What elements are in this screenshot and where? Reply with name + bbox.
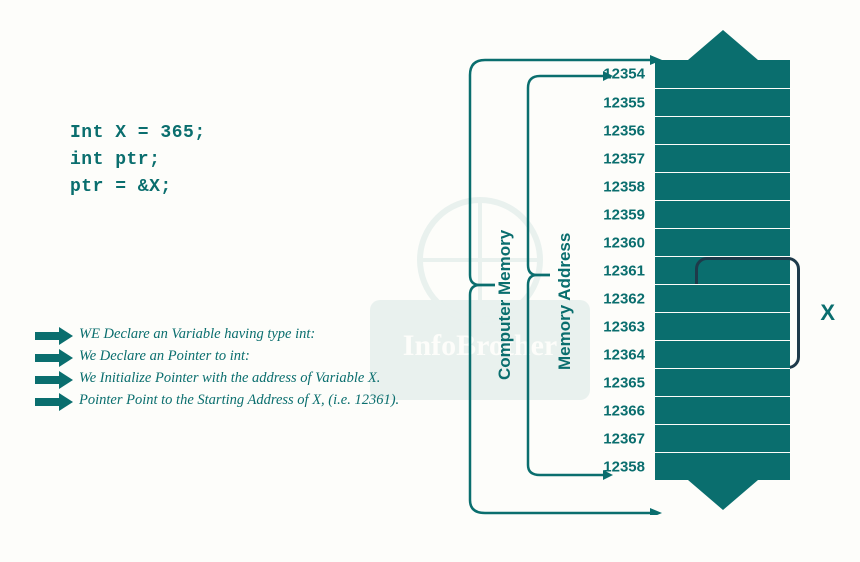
note-row: Pointer Point to the Starting Address of… (35, 391, 435, 411)
memory-cells: 1235412355123561235712358123591236012361… (655, 60, 790, 480)
stack-arrow-down-icon (688, 480, 758, 510)
memory-cell: 12362 (655, 284, 790, 312)
code-line-2: int ptr; (70, 147, 206, 174)
memory-cell: 12356 (655, 116, 790, 144)
address-label: 12361 (603, 262, 645, 279)
address-label: 12359 (603, 206, 645, 223)
address-label: 12364 (603, 346, 645, 363)
note-row: We Initialize Pointer with the address o… (35, 369, 435, 389)
label-memory-address: Memory Address (555, 233, 575, 370)
memory-cell: 12361365 (655, 256, 790, 284)
address-label: 12362 (603, 290, 645, 307)
code-block: Int X = 365; int ptr; ptr = &X; (70, 120, 206, 201)
address-label: 12357 (603, 150, 645, 167)
address-label: 12367 (603, 430, 645, 447)
note-text: We Initialize Pointer with the address o… (79, 369, 380, 389)
address-label: 12355 (603, 94, 645, 111)
memory-cell: 12365 (655, 368, 790, 396)
arrow-icon (35, 393, 73, 411)
note-text: We Declare an Pointer to int: (79, 347, 250, 367)
memory-cell: 12355 (655, 88, 790, 116)
memory-stack: 1235412355123561235712358123591236012361… (655, 30, 790, 510)
notes-list: WE Declare an Variable having type int: … (35, 325, 435, 413)
address-label: 12358 (603, 458, 645, 475)
address-label: 12354 (603, 66, 645, 83)
memory-cell: 12358 (655, 172, 790, 200)
memory-cell: 12363 (655, 312, 790, 340)
note-text: WE Declare an Variable having type int: (79, 325, 315, 345)
address-label: 12360 (603, 234, 645, 251)
memory-cell: 12354 (655, 60, 790, 88)
memory-cell: 12357 (655, 144, 790, 172)
arrow-icon (35, 371, 73, 389)
code-line-3: ptr = &X; (70, 174, 206, 201)
address-label: 12365 (603, 374, 645, 391)
note-row: WE Declare an Variable having type int: (35, 325, 435, 345)
address-label: 12356 (603, 122, 645, 139)
note-row: We Declare an Pointer to int: (35, 347, 435, 367)
memory-cell: 12366 (655, 396, 790, 424)
code-line-1: Int X = 365; (70, 120, 206, 147)
stack-arrow-up-icon (688, 30, 758, 60)
memory-cell: 12364 (655, 340, 790, 368)
address-label: 12363 (603, 318, 645, 335)
arrow-icon (35, 349, 73, 367)
address-label: 12366 (603, 402, 645, 419)
variable-name-label: X (820, 300, 835, 326)
memory-cell: 12367 (655, 424, 790, 452)
memory-cell: 12360 (655, 228, 790, 256)
memory-cell: 12359 (655, 200, 790, 228)
memory-cell: 12358 (655, 452, 790, 480)
label-computer-memory: Computer Memory (495, 230, 515, 380)
address-label: 12358 (603, 178, 645, 195)
arrow-icon (35, 327, 73, 345)
note-text: Pointer Point to the Starting Address of… (79, 391, 399, 411)
